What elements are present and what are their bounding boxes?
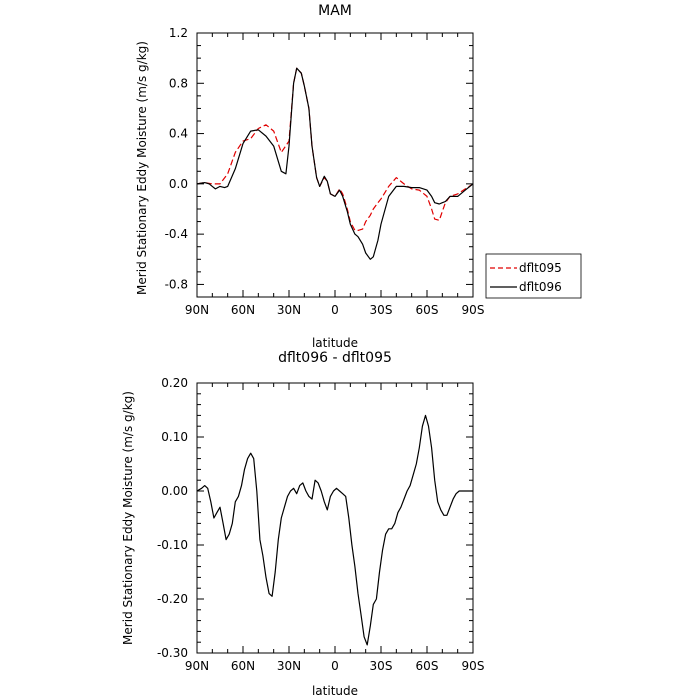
p1-x-tick-label: 30S	[370, 659, 393, 673]
bottom-plot-frame	[196, 382, 474, 654]
bottom-axes-group: 90N 60N 30N 0 30S 60S 90S 0.20 0.10 0.00 -0.10 -0.2…	[157, 376, 485, 673]
top-y-axis-label: Merid Stationary Eddy Moisture (m/s g/kg…	[135, 41, 149, 295]
bottom-x-axis-label: latitude	[312, 684, 358, 698]
p0-y-tick-label: -0.4	[165, 227, 188, 241]
p1-x-tick-label: 90S	[462, 659, 485, 673]
p0-x-tick-label: 60S	[416, 303, 439, 317]
p1-y-tick-label: -0.30	[157, 646, 188, 660]
legend-label-dflt096: dflt096	[519, 280, 562, 294]
p0-y-tick-label: -0.8	[165, 277, 188, 291]
p0-x-tick-label: 30N	[277, 303, 301, 317]
p0-y-tick-label: 1.2	[169, 26, 188, 40]
bottom-y-axis-label: Merid Stationary Eddy Moisture (m/s g/kg…	[121, 391, 135, 645]
p0-series-line-dflt095	[196, 67, 474, 231]
bottom-series-group	[196, 414, 473, 646]
p1-x-tick-label: 60S	[416, 659, 439, 673]
p1-y-tick-label: -0.20	[157, 592, 188, 606]
top-x-axis-label: latitude	[312, 336, 358, 350]
p0-x-tick-label: 60N	[231, 303, 255, 317]
legend: dflt095 dflt096	[485, 253, 582, 299]
p0-y-tick-label: 0.8	[169, 76, 188, 90]
p0-x-tick-label: 90S	[462, 303, 485, 317]
bottom-chart-title: dflt096 - dflt095	[278, 350, 392, 366]
top-panel: MAM Merid Stationary Eddy Moisture (m/s …	[135, 3, 484, 350]
p1-y-tick-label: -0.10	[157, 538, 188, 552]
p1-x-tick-label: 60N	[231, 659, 255, 673]
p1-y-tick-label: 0.00	[161, 484, 188, 498]
p1-y-tick-label: 0.10	[161, 430, 188, 444]
top-axes-group: 90N 60N 30N 0 30S 60S 90S 1.2 0.8 0.4 0.0 -0.4 -0.8	[165, 26, 485, 317]
p0-x-tick-label: 90N	[185, 303, 209, 317]
legend-box	[485, 253, 582, 299]
p1-x-tick-label: 30N	[277, 659, 301, 673]
p1-x-tick-label: 90N	[185, 659, 209, 673]
p0-x-tick-label: 0	[331, 303, 339, 317]
p1-y-tick-label: 0.20	[161, 376, 188, 390]
p0-y-tick-label: 0.0	[169, 177, 188, 191]
p0-series-line-dflt096	[196, 67, 474, 260]
top-series-group	[196, 67, 474, 260]
p1-x-tick-label: 0	[331, 659, 339, 673]
p0-x-tick-label: 30S	[370, 303, 393, 317]
top-plot-frame	[196, 32, 474, 298]
top-chart-title: MAM	[318, 3, 352, 19]
p1-series-line-0	[196, 414, 473, 646]
legend-label-dflt095: dflt095	[519, 261, 562, 275]
bottom-panel: dflt096 - dflt095 Merid Stationary Eddy …	[121, 350, 484, 698]
p0-y-tick-label: 0.4	[169, 127, 188, 141]
